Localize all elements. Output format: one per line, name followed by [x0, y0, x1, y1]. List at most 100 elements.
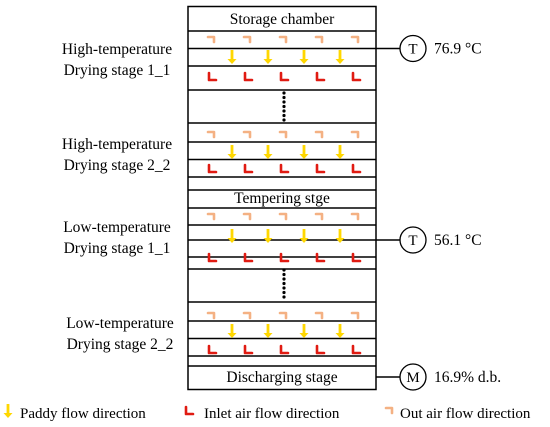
paddy-flow-arrow-icon [335, 59, 345, 64]
out-air-arrow-icon [206, 130, 216, 139]
out-air-arrow-icon [278, 130, 288, 139]
out-air-arrow-icon [206, 212, 216, 221]
temperature-sensor-icon [399, 226, 427, 254]
ellipsis-dot [282, 118, 286, 122]
paddy-flow-arrow-icon [302, 145, 306, 155]
out-air-arrow-icon [350, 35, 360, 44]
ellipsis-dot [282, 290, 286, 295]
out-air-arrow-icon [278, 35, 288, 44]
out-air-arrow-icon [242, 130, 252, 139]
stage-4-label-line1: Low-temperature [66, 315, 174, 332]
paddy-flow-arrow-icon [302, 324, 306, 334]
out-air-arrow-icon [206, 311, 216, 320]
paddy-flow-arrow-icon [266, 145, 270, 155]
paddy-flow-arrow-icon [266, 324, 270, 334]
stage-3-label-line1: Low-temperature [63, 219, 171, 236]
stage-2-label-line2: Drying stage 2_2 [64, 157, 171, 174]
out-air-arrow-icon [278, 212, 288, 221]
out-air-arrow-icon [206, 35, 216, 44]
paddy-flow-arrow-icon [299, 238, 309, 243]
ellipsis-dot [282, 272, 286, 277]
paddy-flow-arrow-icon [266, 50, 270, 60]
temperature-sensor-icon [399, 34, 427, 63]
out-air-arrow-icon [314, 35, 324, 44]
legend-outlet-label: Out air flow direction [400, 406, 531, 422]
paddy-flow-arrow-icon [263, 59, 273, 64]
paddy-flow-arrow-icon [335, 238, 345, 243]
sensor-1-reading: 76.9 °C [434, 41, 482, 58]
inlet-air-arrow-icon [351, 163, 362, 174]
sensor-3-reading: 16.9% d.b. [434, 369, 501, 386]
paddy-flow-arrow-icon [302, 50, 306, 60]
ellipsis-dot [282, 268, 286, 272]
out-air-arrow-icon [350, 311, 360, 320]
out-air-arrow-icon [314, 212, 324, 221]
ellipsis-dot [282, 91, 286, 95]
stage-4-label-line2: Drying stage 2_2 [67, 336, 174, 353]
inlet-air-arrow-icon [315, 71, 326, 82]
paddy-flow-arrow-icon [230, 324, 234, 334]
paddy-flow-arrow-icon [335, 154, 345, 159]
out-air-arrow-icon [278, 311, 288, 320]
paddy-flow-arrow-icon [6, 404, 10, 414]
paddy-flow-arrow-icon [266, 229, 270, 239]
paddy-flow-arrow-icon [299, 154, 309, 159]
inlet-air-arrow-icon [184, 405, 195, 416]
stage-1-label-line1: High-temperature [62, 41, 172, 58]
paddy-flow-arrow-icon [338, 145, 342, 155]
inlet-air-arrow-icon [279, 344, 290, 355]
dryer-tower [187, 5, 377, 391]
paddy-flow-arrow-icon [227, 154, 237, 159]
inlet-air-arrow-icon [243, 344, 254, 355]
paddy-flow-arrow-icon [299, 333, 309, 338]
inlet-air-arrow-icon [243, 252, 254, 263]
out-air-arrow-icon [384, 406, 394, 415]
out-air-arrow-icon [350, 212, 360, 221]
paddy-flow-arrow-icon [263, 154, 273, 159]
inlet-air-arrow-icon [243, 163, 254, 174]
inlet-air-arrow-icon [315, 344, 326, 355]
stage-2-label-line1: High-temperature [62, 136, 172, 153]
paddy-flow-arrow-icon [227, 333, 237, 338]
flow-arrows [206, 35, 362, 355]
inlet-air-arrow-icon [279, 163, 290, 174]
inlet-air-arrow-icon [279, 252, 290, 263]
inlet-air-arrow-icon [207, 163, 218, 174]
inlet-air-arrow-icon [279, 71, 290, 82]
inlet-air-arrow-icon [351, 71, 362, 82]
sensor-2-reading: 56.1 °C [434, 232, 482, 249]
paddy-flow-arrow-icon [3, 413, 13, 418]
tempering-stage-label: Tempering stge [234, 190, 330, 207]
storage-chamber-label: Storage chamber [230, 11, 335, 28]
out-air-arrow-icon [314, 311, 324, 320]
ellipsis-dot [282, 100, 286, 104]
out-air-arrow-icon [242, 212, 252, 221]
stage-1-label-line2: Drying stage 1_1 [64, 62, 171, 79]
stage-3-label-line2: Drying stage 1_1 [64, 240, 171, 257]
paddy-flow-arrow-icon [263, 238, 273, 243]
inlet-air-arrow-icon [315, 252, 326, 263]
paddy-flow-arrow-icon [230, 50, 234, 60]
out-air-arrow-icon [350, 130, 360, 139]
ellipsis-dot [282, 295, 286, 299]
discharging-stage-label: Discharging stage [226, 369, 337, 386]
inlet-air-arrow-icon [207, 71, 218, 82]
inlet-air-arrow-icon [243, 71, 254, 82]
legend-inlet-label: Inlet air flow direction [204, 406, 340, 422]
ellipsis-dot [282, 104, 286, 109]
legend-icons [3, 404, 394, 418]
out-air-arrow-icon [242, 311, 252, 320]
legend-paddy-label: Paddy flow direction [20, 406, 146, 422]
paddy-flow-arrow-icon [299, 59, 309, 64]
ellipsis-dot [282, 113, 286, 118]
inlet-air-arrow-icon [207, 344, 218, 355]
ellipsis-dot [282, 277, 286, 281]
moisture-sensor-icon [399, 363, 427, 391]
out-air-arrow-icon [242, 35, 252, 44]
sensor-3-symbol: M [406, 370, 419, 386]
ellipsis-dot [282, 286, 286, 290]
inlet-air-arrow-icon [351, 344, 362, 355]
paddy-flow-arrow-icon [263, 333, 273, 338]
paddy-flow-arrow-icon [230, 229, 234, 239]
paddy-flow-arrow-icon [338, 50, 342, 60]
